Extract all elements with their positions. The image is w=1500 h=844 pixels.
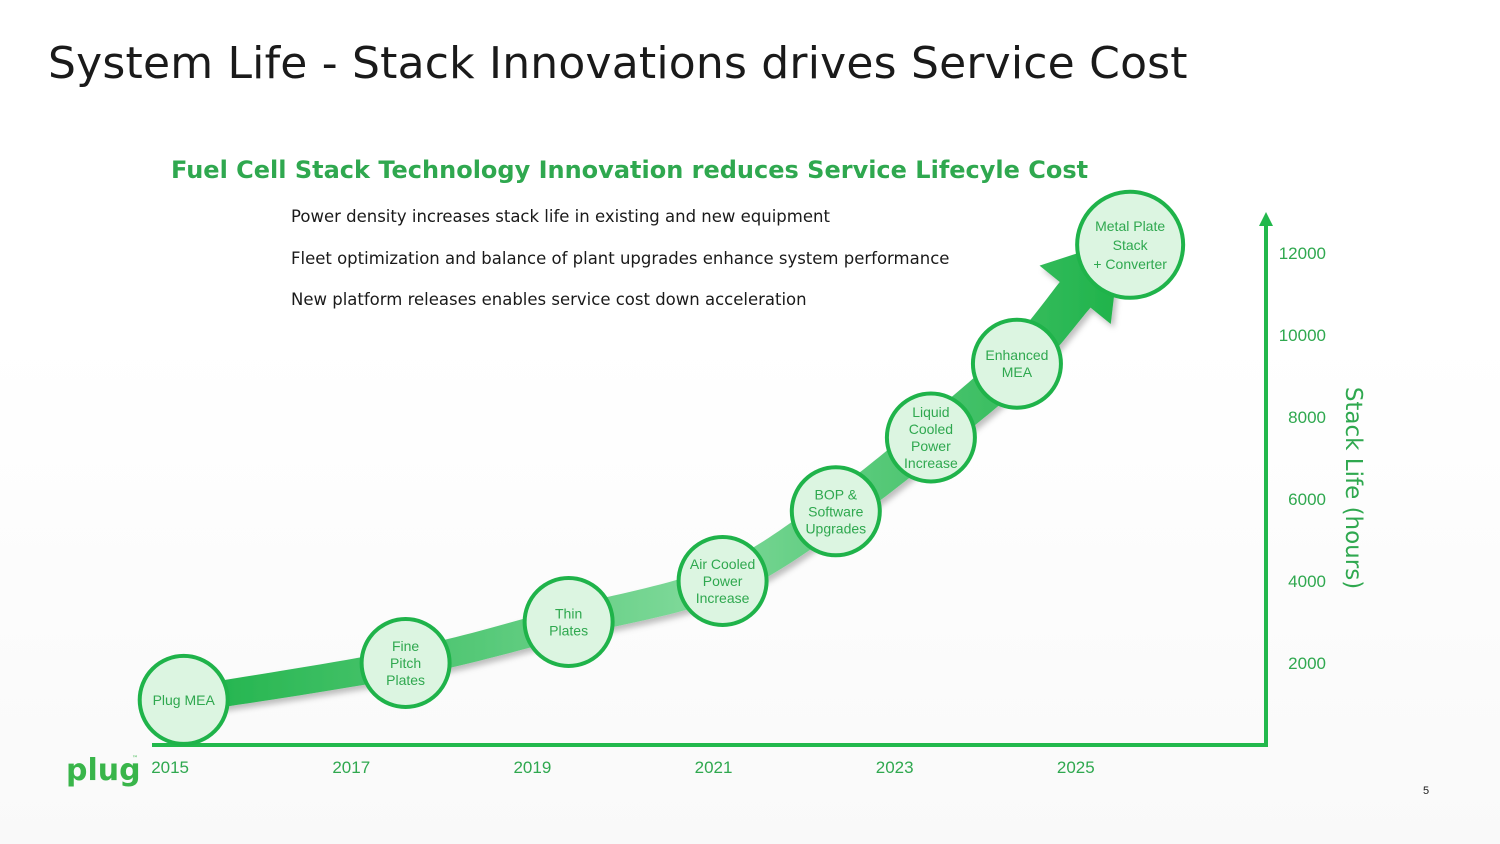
milestone-label: Upgrades	[805, 520, 866, 536]
bullet-fleet-optimization: Fleet optimization and balance of plant …	[291, 249, 950, 268]
plug-logo: plug ™	[66, 753, 141, 788]
milestone-label: Software	[808, 503, 863, 519]
page-number: 5	[1423, 785, 1430, 797]
milestone-label: Increase	[904, 455, 958, 471]
slide-title: System Life - Stack Innovations drives S…	[48, 38, 1188, 89]
milestone-label: MEA	[1002, 364, 1033, 380]
milestone-circle	[137, 653, 230, 746]
milestone-label: Power	[911, 438, 951, 454]
logo-trademark: ™	[132, 755, 138, 762]
milestone-label: Power	[703, 573, 743, 589]
slide-subtitle: Fuel Cell Stack Technology Innovation re…	[171, 156, 1089, 184]
milestone-label: BOP &	[815, 486, 858, 502]
y-tick-label: 4000	[1288, 572, 1326, 591]
bullet-power-density: Power density increases stack life in ex…	[291, 207, 830, 226]
y-tick-label: 2000	[1288, 654, 1326, 673]
milestone-circle	[884, 391, 977, 484]
milestone-circle	[359, 617, 452, 709]
milestone-label: Plates	[549, 623, 588, 639]
milestone-label: Plates	[386, 672, 425, 688]
x-tick-label: 2025	[1057, 758, 1095, 777]
milestone-label: Air Cooled	[690, 556, 755, 572]
y-tick-label: 8000	[1288, 408, 1326, 427]
milestone-circle	[1075, 189, 1186, 300]
milestone-label: Enhanced	[985, 347, 1048, 363]
x-tick-label: 2017	[332, 758, 370, 777]
milestone-label: Pitch	[390, 655, 421, 671]
x-tick-label: 2023	[876, 758, 914, 777]
milestone-circle	[789, 465, 882, 558]
logo-wordmark: plug	[66, 753, 141, 788]
y-axis-title: Stack Life (hours)	[1340, 387, 1366, 589]
growth-arrow	[181, 239, 1121, 713]
milestone-label: Increase	[696, 590, 750, 606]
milestone-label: Cooled	[909, 421, 953, 437]
milestone-circle	[522, 576, 615, 668]
milestone-label: Liquid	[912, 404, 949, 420]
milestone-label: Thin	[555, 606, 582, 622]
milestone-circle	[970, 317, 1063, 410]
bullet-platform-releases: New platform releases enables service co…	[291, 290, 807, 309]
x-tick-label: 2015	[151, 758, 189, 777]
y-tick-label: 6000	[1288, 490, 1326, 509]
milestone-circle	[676, 535, 769, 627]
milestone-label: Stack	[1113, 237, 1149, 253]
x-tick-label: 2019	[513, 758, 551, 777]
milestone-label: Metal Plate	[1095, 218, 1165, 234]
y-tick-label: 10000	[1279, 326, 1326, 345]
x-tick-label: 2021	[695, 758, 733, 777]
milestone-label: Fine	[392, 638, 419, 654]
y-axis-arrowhead	[1259, 212, 1273, 226]
milestone-label: + Converter	[1093, 256, 1167, 272]
y-tick-label: 12000	[1279, 244, 1326, 263]
milestone-label: Plug MEA	[153, 692, 216, 708]
